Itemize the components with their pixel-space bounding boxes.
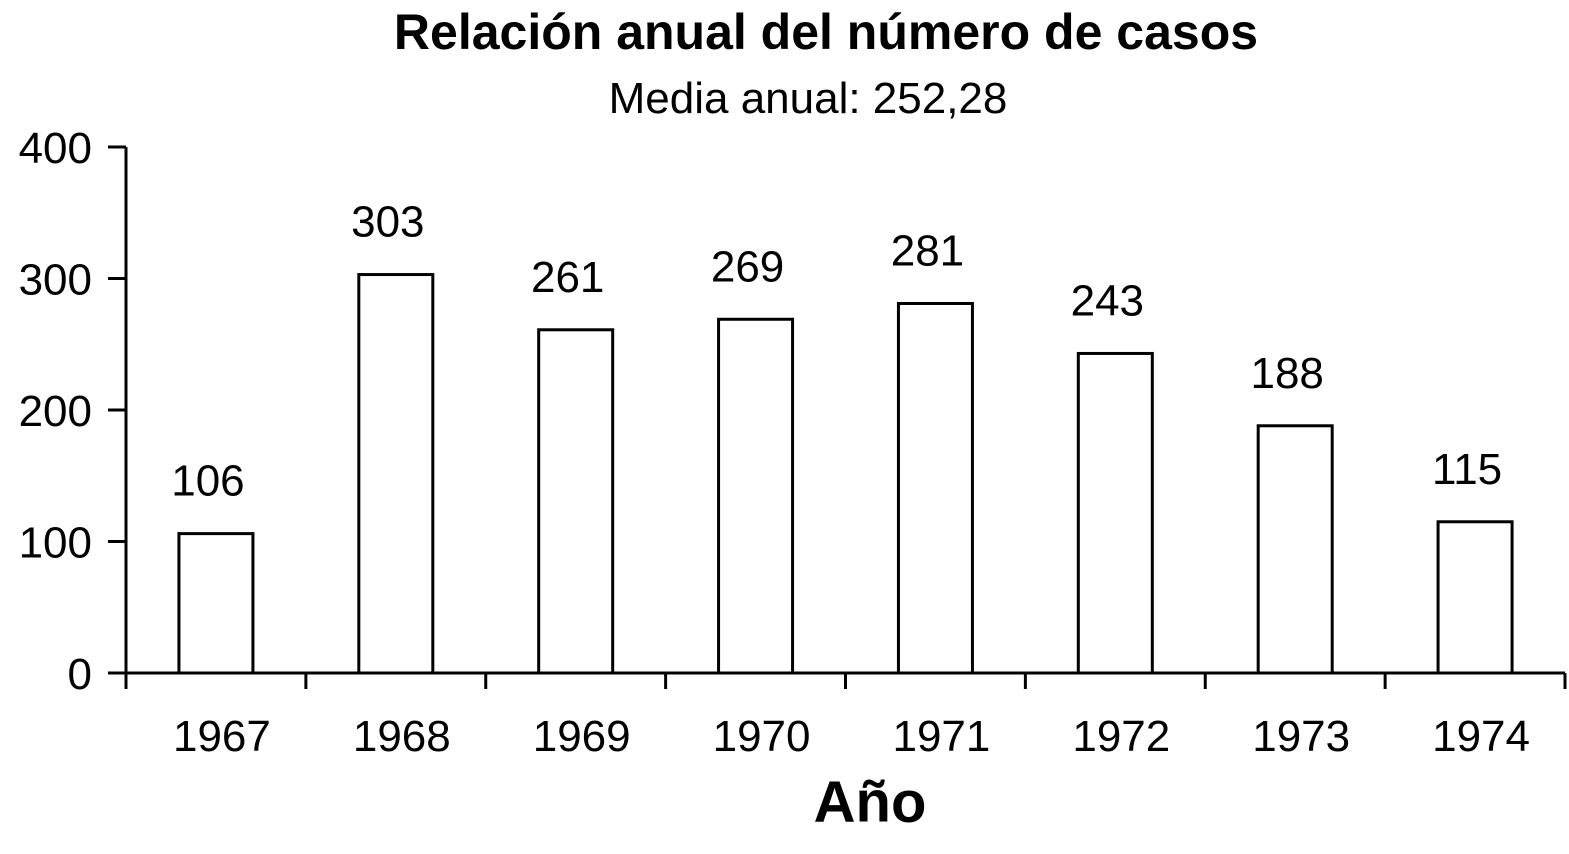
y-axis: 0 100 200 300 400 [19, 124, 128, 699]
x-tick-label-1972: 1972 [1072, 712, 1170, 761]
x-tick-label-1969: 1969 [533, 712, 631, 761]
bar-1973 [1256, 424, 1334, 675]
x-tick-label-1971: 1971 [892, 712, 990, 761]
data-label-1974: 115 [1432, 445, 1502, 494]
data-label-1971: 281 [891, 226, 964, 275]
data-label-1967: 106 [171, 457, 244, 506]
x-axis: 1967 1968 1969 1970 1971 1972 1973 1974 [126, 671, 1567, 761]
data-label-1973: 188 [1250, 349, 1323, 398]
data-label-1970: 269 [711, 242, 784, 291]
bar-1974 [1436, 520, 1514, 675]
y-tick-label: 200 [19, 387, 92, 436]
y-tick-label: 0 [68, 650, 92, 699]
bars [177, 273, 1514, 675]
y-tick-label: 400 [19, 124, 92, 173]
x-tick-label-1974: 1974 [1432, 712, 1530, 761]
bar-1967 [177, 532, 255, 675]
chart-title: Relación anual del número de casos [394, 4, 1258, 60]
bar-1969 [537, 328, 615, 675]
chart-subtitle: Media anual: 252,28 [609, 74, 1008, 123]
y-tick-label: 300 [19, 256, 92, 305]
bar-1972 [1076, 351, 1154, 675]
x-tick-label-1968: 1968 [353, 712, 451, 761]
x-tick-label-1970: 1970 [713, 712, 811, 761]
data-label-1972: 243 [1071, 276, 1144, 325]
bar-1968 [357, 273, 435, 675]
data-labels: 106 303 261 269 281 243 188 115 [171, 198, 1502, 506]
bar-1971 [896, 301, 974, 675]
data-label-1969: 261 [531, 253, 604, 302]
y-tick-label: 100 [19, 519, 92, 568]
bar-1970 [717, 317, 795, 675]
x-tick-label-1973: 1973 [1252, 712, 1350, 761]
x-tick-label-1967: 1967 [173, 712, 271, 761]
data-label-1968: 303 [351, 198, 424, 247]
x-axis-title: Año [814, 770, 927, 835]
